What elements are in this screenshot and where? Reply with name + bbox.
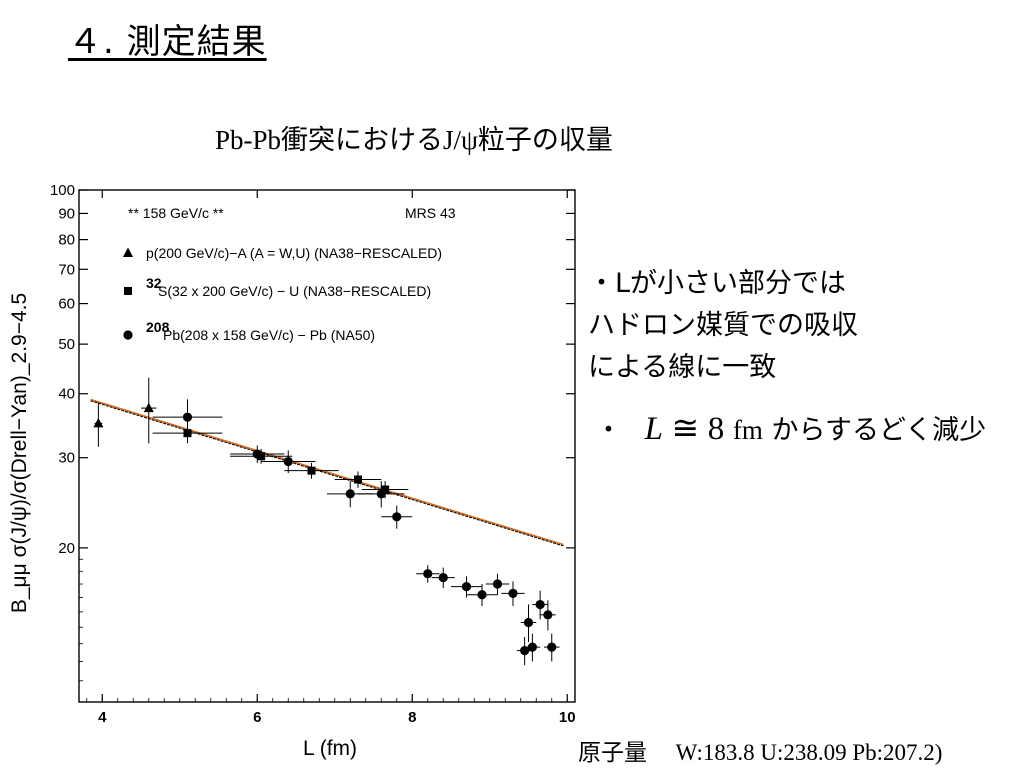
point-marker-circle: [392, 512, 402, 522]
jpsi-yield-chart: ** 158 GeV/c ** MRS 43 p(200 GeV/c)−A (A =…: [8, 182, 576, 760]
y-tick-label: 100: [50, 182, 75, 199]
point-marker-circle: [527, 642, 537, 652]
bullet2-unit: fm: [732, 415, 763, 445]
footer-values: W:183.8 U:238.09 Pb:207.2): [675, 740, 943, 765]
plot-frame: [78, 189, 576, 703]
header-energy: ** 158 GeV/c **: [128, 205, 224, 221]
bullet2-relation: ≅: [671, 411, 700, 447]
point-marker-circle: [345, 489, 355, 499]
point-marker-circle: [477, 590, 487, 600]
point-marker-square: [307, 466, 316, 475]
point-marker-circle: [523, 617, 534, 628]
bullet-text-sharp-decrease: ・ L ≅ 8 fm からするどく減少: [595, 408, 986, 448]
y-tick-label: 70: [58, 261, 75, 278]
data-point-circle: [520, 604, 537, 642]
data-point-circle: [485, 573, 510, 595]
legend-entry: S(32 x 200 GeV/c) − U (NA38−RESCALED): [158, 283, 431, 299]
x-tick-label: 8: [408, 709, 416, 726]
slide-title: ４. 測定結果: [68, 22, 267, 62]
point-marker-circle: [520, 646, 530, 656]
data-point-circle: [544, 633, 560, 662]
point-marker-circle: [508, 588, 518, 598]
point-marker-circle: [461, 582, 472, 592]
data-point-circle: [466, 584, 498, 606]
bullet2-symbol: L: [644, 411, 663, 447]
point-marker-circle: [535, 599, 545, 610]
y-tick-label: 80: [58, 232, 75, 249]
x-axis-label: L (fm): [303, 737, 357, 760]
point-marker-circle: [376, 489, 386, 499]
legend-entry: Pb(208 x 158 GeV/c) − Pb (NA50): [163, 327, 375, 343]
atomic-mass-footer: 原子量 W:183.8 U:238.09 Pb:207.2): [578, 733, 942, 767]
legend-marker-square: [124, 287, 132, 295]
data-point-circle: [451, 576, 482, 598]
chart-heading: Pb-Pb衝突におけるJ/ψ粒子の収量: [215, 125, 613, 155]
legend-entry: p(200 GeV/c)−A (A = W,U) (NA38−RESCALED): [146, 245, 442, 261]
data-point-triangle: [141, 377, 157, 444]
data-point-triangle: [93, 402, 104, 447]
footer-label: 原子量: [578, 740, 647, 766]
data-point-circle: [540, 600, 556, 631]
y-tick-label: 20: [58, 540, 75, 557]
bullet2-value: 8: [707, 411, 725, 447]
y-tick-label: 30: [58, 450, 75, 467]
legend-marker-circle: [123, 330, 133, 340]
point-marker-circle: [182, 412, 193, 422]
y-tick-label: 60: [58, 296, 75, 313]
data-point-circle: [516, 636, 533, 666]
point-marker-square: [354, 475, 362, 484]
point-marker-circle: [283, 456, 293, 467]
data-point-circle: [358, 481, 405, 508]
y-tick-label: 90: [58, 205, 75, 222]
bullet1-line-3: による線に一致: [588, 352, 777, 383]
bullet2-marker: ・: [595, 415, 622, 446]
absorption-fit-line: [90, 398, 564, 546]
legend-superscript: 32: [146, 275, 162, 291]
absorption-fit-line-black: [90, 399, 564, 547]
bullet1-line-1: ・Lが小さい部分では: [588, 268, 847, 299]
data-point-square: [284, 462, 339, 479]
header-mrs: MRS 43: [405, 205, 456, 221]
bullet1-line-2: ハドロン媒質での吸収: [588, 310, 858, 341]
bullet2-text: からするどく減少: [771, 415, 987, 446]
y-axis-label: B_μμ σ(J/ψ)/σ(Drell−Yan)_2.9−4.5: [8, 293, 31, 613]
x-tick-label: 4: [98, 709, 107, 726]
data-point-square: [334, 471, 382, 488]
point-marker-circle: [543, 610, 553, 620]
x-tick-label: 6: [253, 709, 261, 726]
legend-superscript: 208: [146, 319, 170, 335]
data-point-circle: [230, 445, 285, 463]
data-point-circle: [431, 567, 455, 588]
point-marker-circle: [547, 642, 557, 652]
data-point-circle: [261, 450, 316, 474]
point-marker-circle: [423, 569, 433, 579]
point-marker-circle: [252, 449, 262, 459]
legend-marker-triangle: [123, 247, 133, 257]
data-point-circle: [416, 565, 440, 583]
y-tick-label: 40: [58, 386, 75, 403]
y-tick-label: 50: [58, 336, 75, 353]
data-point-circle: [501, 581, 525, 606]
point-marker-triangle: [143, 402, 154, 413]
point-marker-circle: [438, 572, 448, 583]
point-marker-circle: [492, 579, 503, 589]
bullet-text-absorption: ・Lが小さい部分では ハドロン媒質での吸収 による線に一致: [588, 263, 858, 389]
data-point-circle: [152, 399, 223, 437]
x-tick-label: 10: [559, 709, 576, 726]
data-point-circle: [381, 505, 413, 529]
point-marker-square: [381, 485, 390, 494]
point-marker-triangle: [93, 417, 104, 428]
